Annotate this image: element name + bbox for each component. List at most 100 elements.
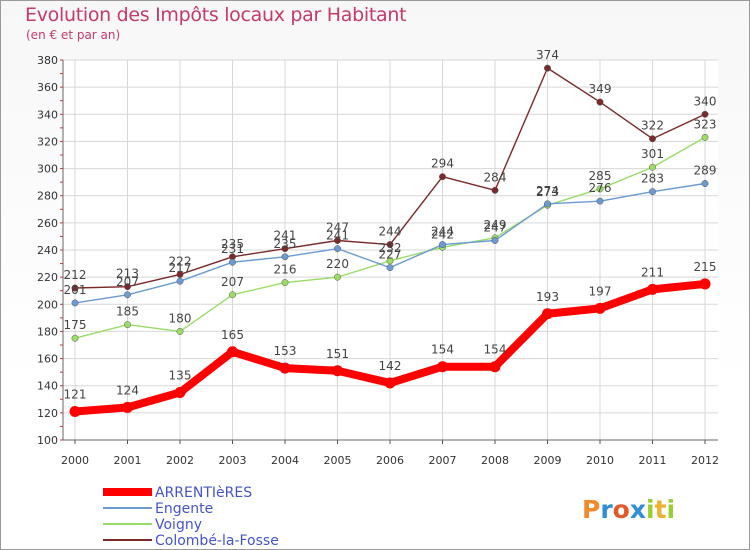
- data-point: [334, 273, 341, 281]
- logo-letter: x: [630, 495, 646, 524]
- data-label: 220: [326, 257, 349, 271]
- data-point: [594, 302, 606, 314]
- x-tick-label: 2000: [61, 454, 89, 467]
- data-point: [281, 253, 289, 261]
- data-label: 212: [64, 268, 87, 282]
- data-label: 216: [274, 263, 297, 277]
- data-point: [699, 278, 711, 290]
- data-point: [124, 321, 131, 329]
- legend-label: Engente: [155, 501, 213, 517]
- data-point: [596, 185, 604, 193]
- data-label: 227: [379, 248, 402, 262]
- data-point: [69, 406, 81, 417]
- y-tick-label: 100: [37, 434, 58, 447]
- data-label: 201: [64, 283, 87, 297]
- data-point: [334, 237, 341, 244]
- data-label: 249: [484, 218, 507, 232]
- x-tick-label: 2001: [114, 454, 142, 467]
- data-label: 185: [116, 305, 139, 319]
- data-point: [174, 387, 186, 398]
- data-point: [176, 327, 184, 335]
- data-point: [229, 291, 236, 299]
- data-point: [647, 283, 658, 295]
- data-label: 154: [431, 343, 454, 357]
- y-tick-label: 160: [37, 353, 58, 366]
- data-label: 323: [694, 117, 717, 131]
- data-label: 285: [589, 169, 612, 183]
- data-label: 211: [641, 265, 664, 279]
- chart-subtitle: (en € et par an): [26, 28, 121, 42]
- data-point: [491, 237, 499, 244]
- data-label: 180: [169, 311, 192, 325]
- data-point: [544, 200, 551, 208]
- data-point: [386, 257, 394, 265]
- data-point: [281, 279, 289, 287]
- data-label: 154: [484, 343, 507, 357]
- logo-letter: i: [667, 495, 676, 524]
- data-label: 151: [326, 347, 349, 361]
- logo-letter: r: [600, 495, 613, 524]
- data-label: 124: [116, 383, 139, 397]
- x-tick-label: 2006: [376, 454, 404, 467]
- data-label: 197: [589, 284, 612, 298]
- data-point: [701, 133, 709, 141]
- x-tick-label: 2008: [481, 454, 509, 467]
- data-point: [439, 173, 446, 181]
- data-label: 284: [484, 170, 507, 184]
- data-label: 244: [431, 225, 454, 239]
- data-label: 294: [431, 157, 454, 171]
- data-point: [544, 64, 551, 72]
- data-point: [71, 284, 79, 292]
- data-label: 175: [64, 318, 87, 332]
- data-label: 244: [379, 225, 402, 239]
- data-point: [649, 135, 656, 143]
- data-point: [229, 258, 236, 266]
- data-label: 340: [694, 94, 717, 108]
- data-point: [649, 163, 656, 171]
- data-point: [334, 245, 341, 253]
- x-tick-label: 2004: [271, 454, 299, 467]
- data-label: 231: [221, 242, 244, 256]
- data-label: 217: [169, 261, 192, 275]
- legend-label: Colombé-la-Fosse: [155, 533, 279, 549]
- x-tick-label: 2011: [639, 454, 667, 467]
- x-tick-label: 2007: [429, 454, 457, 467]
- y-tick-label: 360: [37, 81, 58, 94]
- legend-label: ARRENTIèRES: [155, 485, 252, 501]
- data-point: [176, 270, 184, 278]
- x-tick-label: 2002: [166, 454, 194, 467]
- data-point: [384, 377, 396, 389]
- data-point: [596, 197, 604, 205]
- data-label: 274: [536, 184, 559, 198]
- logo-text: Proxiti: [582, 495, 675, 524]
- x-tick-label: 2003: [219, 454, 247, 467]
- y-tick-label: 320: [37, 135, 58, 148]
- y-tick-label: 240: [37, 244, 58, 257]
- data-label: 207: [116, 275, 139, 289]
- data-label: 215: [694, 260, 717, 274]
- y-tick-label: 280: [37, 190, 58, 203]
- data-point: [124, 283, 131, 291]
- data-label: 235: [221, 237, 244, 251]
- data-label: 213: [116, 267, 139, 281]
- data-point: [386, 264, 394, 272]
- data-label: 276: [589, 181, 612, 195]
- data-point: [71, 299, 79, 307]
- data-point: [701, 110, 709, 118]
- data-label: 322: [641, 119, 664, 133]
- data-label: 242: [431, 227, 454, 241]
- data-point: [332, 365, 343, 377]
- data-point: [489, 361, 501, 373]
- data-label: 165: [221, 328, 244, 342]
- data-label: 232: [379, 241, 402, 255]
- data-point: [437, 361, 448, 373]
- data-label: 241: [274, 229, 297, 243]
- x-tick-label: 2005: [324, 454, 352, 467]
- data-label: 193: [536, 290, 559, 304]
- data-label: 241: [326, 229, 349, 243]
- logo-letter: P: [582, 495, 600, 524]
- data-label: 142: [379, 359, 402, 373]
- logo-letter: i: [646, 495, 655, 524]
- data-point: [281, 245, 289, 253]
